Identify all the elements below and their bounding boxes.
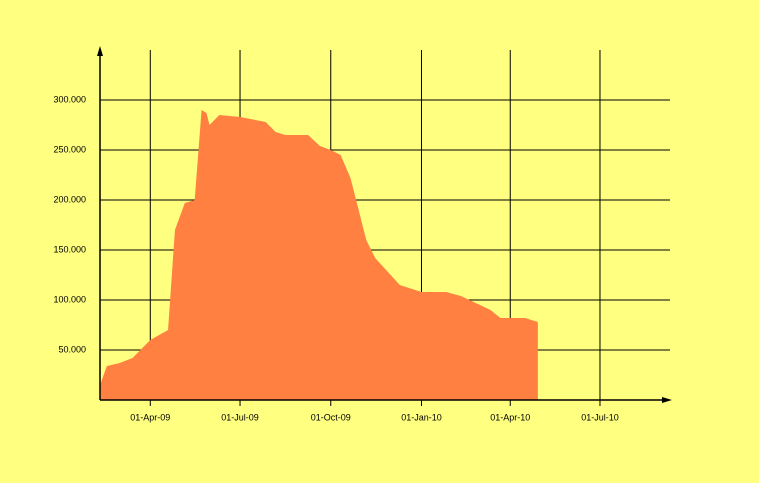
x-tick-label: 01-Jul-10 [581,412,619,422]
x-axis-arrow [662,397,672,403]
y-axis-arrow [97,46,103,56]
x-tick-label: 01-Oct-09 [311,412,351,422]
y-tick-label: 150.000 [53,244,86,254]
y-tick-label: 250.000 [53,144,86,154]
plot [100,110,538,400]
x-tick-label: 01-Apr-09 [130,412,170,422]
area [100,110,538,400]
y-tick-label: 200.000 [53,194,86,204]
x-tick-label: 01-Jul-09 [221,412,259,422]
y-tick-label: 50.000 [58,344,86,354]
y-tick-label: 300.000 [53,94,86,104]
x-tick-label: 01-Jan-10 [401,412,442,422]
axes [97,46,672,403]
x-tick-label: 01-Apr-10 [490,412,530,422]
y-tick-label: 100.000 [53,294,86,304]
